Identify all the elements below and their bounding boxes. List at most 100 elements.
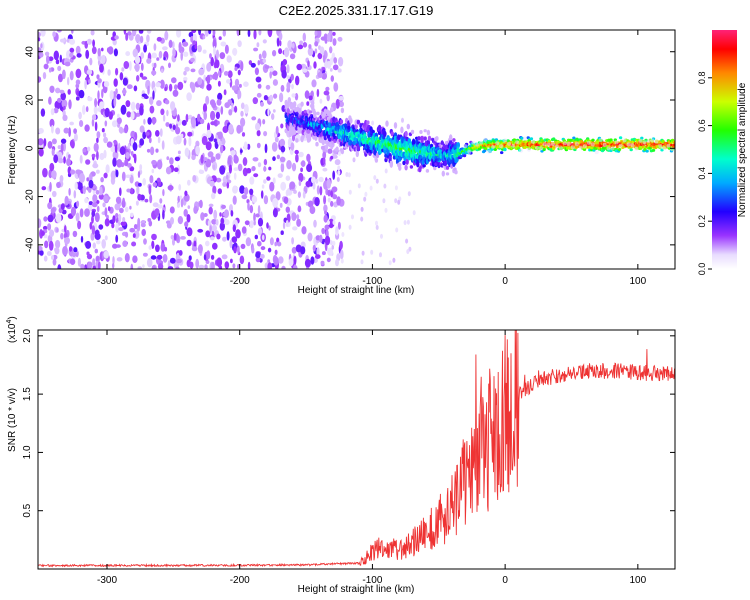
noise-speckle: [207, 151, 214, 158]
noise-speckle: [203, 254, 207, 261]
noise-speckle: [38, 245, 43, 251]
noise-speckle: [127, 142, 131, 149]
noise-speckle: [93, 142, 99, 152]
noise-speckle: [175, 266, 180, 269]
colorbar-tick-label: 0.0: [697, 263, 707, 276]
noise-speckle: [112, 157, 117, 167]
signal-mark: [443, 161, 448, 167]
noise-speckle: [99, 152, 105, 161]
noise-speckle: [262, 58, 267, 63]
noise-speckle: [137, 217, 141, 228]
signal-mark: [477, 147, 482, 151]
noise-speckle: [292, 226, 298, 231]
noise-speckle: [224, 261, 230, 269]
noise-speckle: [257, 162, 262, 168]
noise-speckle: [99, 63, 104, 73]
noise-speckle: [130, 212, 134, 218]
noise-speckle: [57, 30, 62, 33]
noise-speckle: [141, 228, 146, 237]
noise-speckle: [57, 145, 61, 150]
noise-speckle: [408, 246, 412, 252]
noise-speckle: [269, 181, 275, 192]
noise-speckle: [158, 50, 163, 59]
signal-mark: [407, 156, 411, 161]
noise-speckle: [322, 54, 326, 63]
noise-speckle: [51, 124, 54, 134]
noise-speckle: [70, 169, 76, 175]
noise-speckle: [239, 185, 245, 194]
noise-speckle: [121, 67, 125, 72]
noise-speckle: [222, 125, 229, 134]
noise-speckle: [43, 234, 48, 239]
signal-mark: [484, 147, 488, 151]
signal-halo: [495, 141, 500, 146]
noise-speckle: [256, 129, 261, 137]
noise-speckle: [149, 96, 154, 106]
noise-speckle: [69, 70, 74, 81]
noise-speckle: [314, 30, 318, 37]
noise-speckle: [222, 236, 227, 242]
noise-speckle: [177, 81, 184, 91]
noise-speckle: [279, 156, 286, 163]
noise-speckle: [135, 34, 141, 43]
noise-speckle: [139, 164, 143, 171]
noise-speckle: [105, 164, 110, 174]
noise-speckle: [251, 116, 257, 121]
noise-speckle: [322, 151, 327, 159]
snr-multiplier: (x104): [6, 316, 18, 343]
noise-speckle: [282, 59, 288, 66]
signal-mark: [405, 158, 409, 165]
noise-speckle: [171, 41, 175, 49]
noise-speckle: [174, 84, 178, 91]
noise-speckle: [255, 213, 260, 218]
noise-speckle: [78, 111, 82, 120]
noise-speckle: [69, 47, 75, 53]
noise-speckle: [287, 40, 293, 50]
noise-speckle: [198, 169, 205, 174]
noise-speckle: [84, 124, 90, 132]
noise-speckle: [187, 179, 191, 186]
noise-speckle: [223, 71, 229, 76]
noise-speckle: [88, 201, 93, 206]
noise-speckle: [66, 158, 71, 167]
signal-mark: [417, 136, 421, 141]
noise-speckle: [55, 87, 61, 94]
noise-speckle: [280, 84, 285, 92]
noise-speckle: [94, 98, 98, 108]
noise-speckle: [124, 206, 129, 213]
noise-speckle: [238, 83, 242, 88]
noise-speckle: [125, 174, 131, 179]
noise-speckle: [320, 145, 325, 150]
noise-speckle: [186, 227, 193, 237]
signal-halo: [622, 138, 627, 143]
noise-speckle: [104, 207, 108, 217]
noise-speckle: [296, 214, 300, 220]
noise-speckle: [51, 170, 57, 179]
noise-speckle: [208, 206, 213, 215]
noise-speckle: [75, 169, 82, 175]
noise-speckle: [197, 44, 202, 53]
signal-halo: [527, 147, 531, 152]
noise-speckle: [118, 142, 121, 153]
signal-halo: [654, 139, 659, 144]
noise-speckle: [55, 239, 61, 249]
signal-mark: [426, 129, 431, 136]
noise-speckle: [262, 119, 266, 125]
noise-speckle: [151, 52, 157, 59]
noise-speckle: [82, 104, 86, 115]
signal-mark: [383, 130, 387, 137]
noise-speckle: [224, 219, 230, 226]
noise-speckle: [92, 242, 97, 249]
noise-speckle: [319, 234, 323, 243]
signal-mark: [404, 164, 408, 171]
noise-speckle: [234, 66, 238, 72]
signal-halo: [483, 137, 488, 142]
noise-speckle: [96, 74, 100, 80]
noise-speckle: [290, 73, 295, 81]
noise-speckle: [192, 33, 197, 43]
noise-speckle: [100, 177, 104, 183]
signal-halo: [467, 150, 472, 154]
noise-speckle: [144, 198, 149, 203]
noise-speckle: [274, 241, 278, 247]
noise-speckle: [299, 40, 303, 45]
